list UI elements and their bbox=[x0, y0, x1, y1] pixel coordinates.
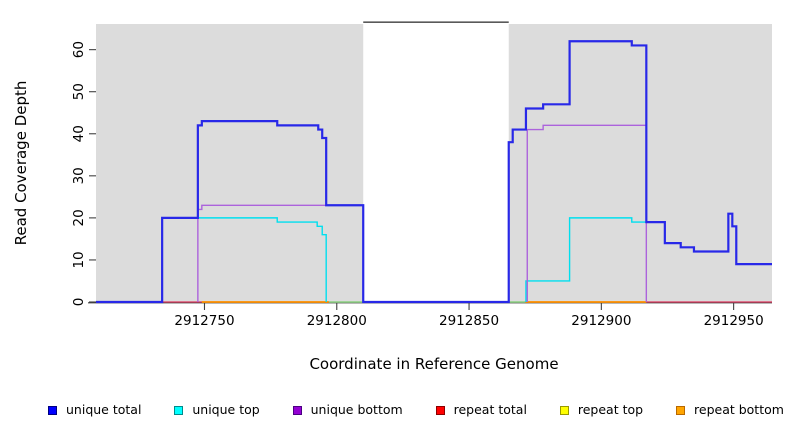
x-tick-label: 2912950 bbox=[704, 313, 764, 329]
series-lines bbox=[96, 40, 772, 304]
legend-item-unique-total: unique total bbox=[48, 401, 142, 417]
y-tick-label: 50 bbox=[71, 83, 87, 100]
y-tick-label: 20 bbox=[71, 209, 87, 226]
legend-item-repeat-bottom: repeat bottom bbox=[676, 401, 784, 417]
x-tick-label: 2912850 bbox=[439, 313, 499, 329]
y-tick-label: 30 bbox=[71, 167, 87, 184]
legend-item-repeat-top: repeat top bbox=[559, 401, 644, 417]
y-tick-label: 40 bbox=[71, 125, 87, 142]
legend-label: repeat bottom bbox=[694, 401, 784, 417]
legend-swatch-icon bbox=[174, 405, 184, 415]
legend-label: unique total bbox=[66, 401, 142, 417]
legend-label: repeat total bbox=[453, 401, 527, 417]
x-tick-label: 2912800 bbox=[307, 313, 367, 329]
legend-item-unique-top: unique top bbox=[174, 401, 260, 417]
legend-label: repeat top bbox=[577, 401, 644, 417]
legend-swatch-icon bbox=[48, 405, 57, 415]
y-tick-label: 10 bbox=[71, 251, 87, 268]
series-line-unique-top bbox=[161, 217, 327, 302]
y-axis: 0 10 20 30 40 50 60 bbox=[71, 41, 96, 306]
legend-swatch-icon bbox=[559, 405, 569, 415]
series-line-unique-total bbox=[96, 40, 772, 304]
y-axis-title: Read Coverage Depth bbox=[12, 81, 30, 246]
legend-label: unique bottom bbox=[310, 401, 403, 417]
x-tick-label: 2912900 bbox=[571, 313, 631, 329]
gap-region bbox=[363, 21, 509, 302]
gap-rect bbox=[363, 21, 509, 302]
y-tick-label: 60 bbox=[71, 41, 87, 58]
x-axis-title: Coordinate in Reference Genome bbox=[309, 355, 558, 373]
x-axis: 2912750 2912800 2912850 2912900 2912950 bbox=[174, 303, 764, 329]
y-tick-label: 0 bbox=[71, 298, 87, 307]
legend-swatch-icon bbox=[435, 405, 445, 415]
legend: unique total unique top unique bottom repea… bbox=[48, 399, 784, 421]
plot-canvas: 2912750 2912800 2912850 2912900 2912950 0 10 2… bbox=[12, 21, 772, 373]
legend-swatch-icon bbox=[676, 405, 686, 415]
x-tick-label: 2912750 bbox=[174, 313, 234, 329]
legend-label: unique top bbox=[192, 401, 260, 417]
legend-item-repeat-total: repeat total bbox=[435, 401, 527, 417]
legend-item-unique-bottom: unique bottom bbox=[292, 401, 403, 417]
legend-swatch-icon bbox=[292, 405, 302, 415]
